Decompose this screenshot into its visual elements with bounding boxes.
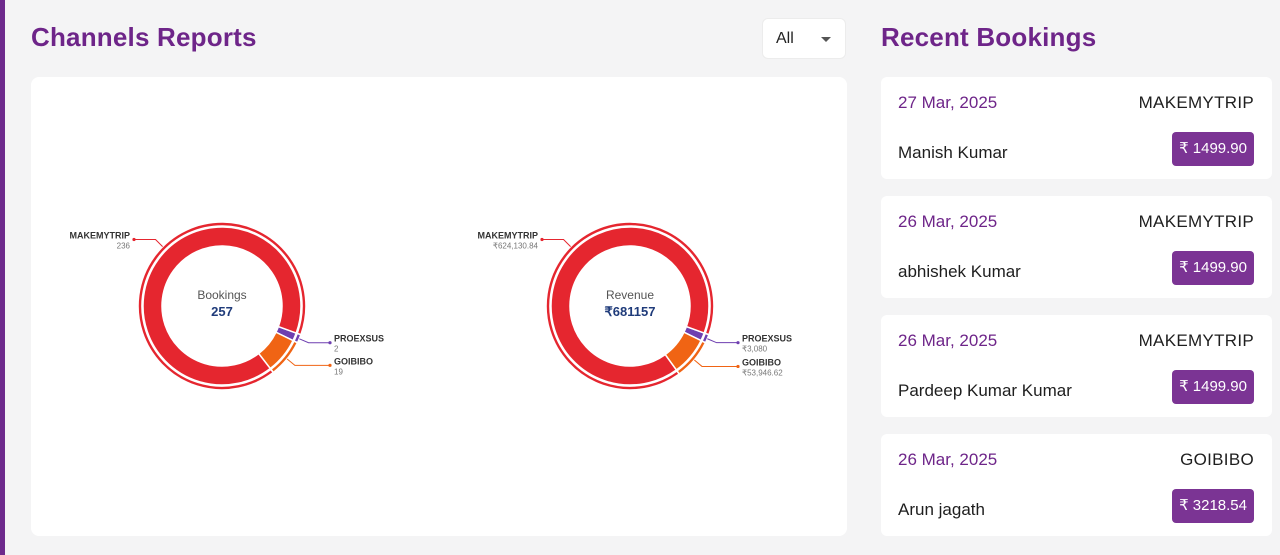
donut-center-value: 257	[211, 304, 233, 319]
booking-date: 26 Mar, 2025	[898, 450, 998, 469]
booking-amount-badge: ₹ 3218.54	[1172, 489, 1254, 523]
leader-dot-proexsus	[328, 341, 332, 345]
donut-outer-ring-proexsus	[703, 334, 708, 342]
guest-name: Arun jagath	[898, 500, 985, 519]
leader-dot-makemytrip	[132, 237, 136, 242]
leader-dot-makemytrip	[540, 237, 544, 242]
guest-name: abhishek Kumar	[898, 262, 1021, 281]
donut-outer-ring-goibibo	[272, 342, 297, 372]
slice-label-makemytrip: MAKEMYTRIP	[70, 231, 131, 241]
booking-channel: MAKEMYTRIP	[1138, 212, 1254, 231]
recent-bookings-title: Recent Bookings	[881, 22, 1097, 52]
booking-date: 26 Mar, 2025	[898, 212, 998, 231]
booking-amount-badge: ₹ 1499.90	[1172, 370, 1254, 404]
channels-reports-title: Channels Reports	[31, 22, 257, 52]
leader-line-proexsus	[707, 338, 738, 344]
booking-card[interactable]: 27 Mar, 2025 MAKEMYTRIP Manish Kumar ₹ 1…	[881, 77, 1272, 179]
donut-chart: Revenue ₹681157 MAKEMYTRIP₹624,130.84 GOIBI…	[478, 222, 792, 390]
left-accent-bar	[0, 0, 5, 555]
guest-name: Manish Kumar	[898, 143, 1008, 162]
slice-label-makemytrip: MAKEMYTRIP	[478, 231, 539, 241]
slice-label-proexsus: PROEXSUS	[742, 334, 792, 344]
booking-card[interactable]: 26 Mar, 2025 MAKEMYTRIP Pardeep Kumar Ku…	[881, 315, 1272, 417]
slice-label-goibibo: GOIBIBO	[334, 356, 373, 366]
donut-charts: Bookings257MAKEMYTRIP236GOIBIBO19PROEXSU…	[70, 222, 792, 390]
booking-date: 26 Mar, 2025	[898, 331, 998, 350]
booking-amount-badge: ₹ 1499.90	[1172, 132, 1254, 166]
leader-dot-goibibo	[328, 363, 332, 367]
slice-value-makemytrip: 236	[117, 242, 131, 251]
slice-value-makemytrip: ₹624,130.84	[493, 242, 539, 251]
booking-channel: MAKEMYTRIP	[1138, 331, 1254, 350]
slice-value-goibibo: ₹53,946.62	[742, 368, 783, 377]
donut-outer-ring-goibibo	[678, 342, 705, 373]
filter-selected-value: All	[776, 29, 794, 47]
donut-slice-makemytrip[interactable]	[550, 226, 710, 386]
leader-dot-goibibo	[736, 364, 740, 369]
slice-value-goibibo: 19	[334, 367, 343, 376]
donut-slice-makemytrip[interactable]	[142, 226, 302, 386]
booking-date: 27 Mar, 2025	[898, 93, 998, 112]
slice-value-proexsus: ₹3,080	[742, 345, 768, 354]
donut-center-label: Revenue	[606, 288, 654, 302]
chevron-down-icon	[821, 37, 831, 42]
booking-amount-badge: ₹ 1499.90	[1172, 251, 1254, 285]
slice-label-proexsus: PROEXSUS	[334, 334, 384, 344]
channels-chart-card: Bookings 257 MAKEMYTRIP 236 GOIBIBO 19 PROEXSU…	[31, 77, 847, 536]
slice-value-proexsus: 2	[334, 345, 339, 354]
donut-outer-ring-makemytrip	[138, 222, 306, 390]
donut-center-value: ₹681157	[605, 304, 656, 319]
booking-channel: GOIBIBO	[1180, 450, 1254, 469]
leader-line-makemytrip	[542, 239, 571, 247]
booking-card[interactable]: 26 Mar, 2025 GOIBIBO Arun jagath ₹ 3218.…	[881, 434, 1272, 536]
slice-label-goibibo: GOIBIBO	[742, 357, 781, 367]
booking-channel: MAKEMYTRIP	[1138, 93, 1254, 112]
channel-filter-select[interactable]: All	[762, 18, 846, 59]
leader-line-goibibo	[694, 359, 738, 367]
guest-name: Pardeep Kumar Kumar	[898, 381, 1072, 400]
donut-outer-ring-makemytrip	[546, 222, 714, 390]
leader-line-makemytrip	[134, 239, 163, 247]
leader-dot-proexsus	[736, 341, 740, 345]
booking-card[interactable]: 26 Mar, 2025 MAKEMYTRIP abhishek Kumar ₹…	[881, 196, 1272, 298]
donut-center-label: Bookings	[197, 288, 246, 302]
leader-line-goibibo	[286, 358, 330, 366]
donut-outer-ring-proexsus	[295, 334, 300, 342]
leader-line-proexsus	[299, 338, 330, 344]
